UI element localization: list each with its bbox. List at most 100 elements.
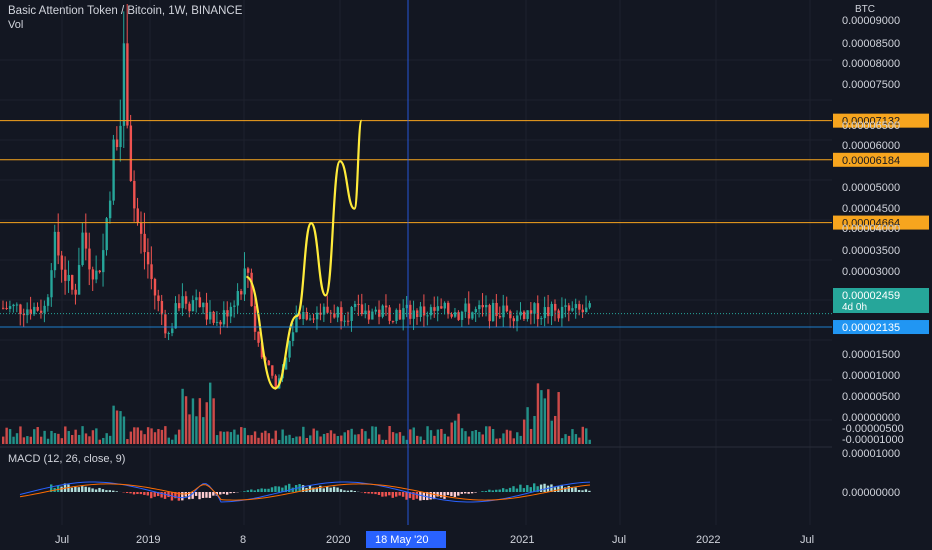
candle [177, 303, 181, 309]
volume-bar [88, 436, 91, 444]
candle [88, 248, 91, 270]
candle [440, 306, 443, 309]
volume-bar [205, 402, 208, 444]
candle [409, 304, 412, 319]
volume-bar [409, 429, 412, 444]
crosshair-price-tag [833, 320, 929, 335]
volume-bar [222, 431, 226, 444]
candle [505, 305, 509, 312]
candle [202, 302, 205, 308]
macd-histogram-bar [581, 490, 584, 492]
macd-histogram-bar [212, 492, 215, 496]
volume-bar [478, 431, 481, 444]
volume-bar [95, 428, 98, 444]
time-tick-label: 2021 [510, 534, 534, 546]
volume-bar [164, 426, 167, 444]
volume-bar [509, 430, 512, 444]
last-price-label: 0.00002459 [842, 290, 900, 302]
candle [326, 306, 329, 313]
price-tick-label: 0.00000500 [842, 391, 900, 403]
volume-bar [564, 434, 567, 444]
macd-histogram-bar [481, 491, 484, 492]
volume-bar [108, 435, 112, 444]
macd-histogram-bar [533, 483, 536, 492]
price-tick-label: 0.00000000 [842, 412, 900, 424]
volume-bar [150, 428, 153, 444]
macd-histogram-bar [84, 486, 87, 492]
volume-bar [357, 434, 360, 444]
macd-histogram-bar [301, 485, 305, 492]
volume-bar [443, 433, 446, 444]
macd-histogram-bar [429, 492, 432, 500]
macd-histogram-bar [191, 492, 194, 499]
candle [15, 304, 19, 306]
macd-histogram-bar [232, 492, 236, 493]
candle [564, 305, 567, 307]
price-tick-label: 0.00001000 [842, 370, 900, 382]
macd-histogram-bar [101, 489, 105, 492]
candle [495, 302, 498, 317]
volume-bar [312, 428, 315, 444]
price-tick-label: 0.00008000 [842, 58, 900, 70]
chart-title[interactable]: Basic Attention Token / Bitcoin, 1W, BIN… [8, 5, 243, 17]
volume-bar [181, 388, 184, 444]
macd-histogram-bar [343, 490, 346, 492]
macd-histogram-bar [491, 490, 494, 492]
volume-bar [485, 426, 488, 444]
macd-histogram-bar [194, 492, 198, 496]
volume-bar [274, 430, 277, 444]
candle [516, 315, 519, 322]
volume-bar [215, 435, 219, 444]
candle [302, 312, 305, 319]
candle [43, 305, 46, 313]
time-tick-label: 8 [240, 534, 246, 546]
candle [74, 289, 77, 295]
volume-bar [315, 430, 319, 444]
macd-histogram-bar [560, 484, 563, 492]
volume-bar [447, 436, 450, 444]
volume-bar [367, 438, 371, 444]
volume-bar [184, 396, 188, 444]
macd-label[interactable]: MACD (12, 26, close, 9) [8, 453, 126, 465]
time-axis[interactable]: Jul 2019 8 2020 2021 Jul 2022 Jul 18 May '20 [55, 531, 814, 548]
macd-histogram-bar [498, 489, 501, 492]
macd-histogram-bar [526, 485, 529, 492]
candle [215, 321, 219, 323]
time-tick-label: 2022 [696, 534, 720, 546]
projection-path [245, 119, 363, 390]
candle [98, 270, 101, 273]
candle [426, 315, 429, 317]
volume-bar [171, 439, 174, 444]
time-tick-label: Jul [612, 534, 626, 546]
macd-histogram-bar [508, 487, 512, 492]
volume-bar [177, 429, 181, 444]
macd-histogram-bar [115, 491, 118, 492]
macd-histogram-bar [446, 492, 450, 495]
volume-bar [167, 437, 170, 444]
volume-bar [257, 437, 260, 444]
candle [333, 313, 336, 318]
candle [64, 269, 67, 281]
horizontal-levels[interactable]: 0.00007132 0.00006184 0.00004664 [0, 113, 929, 230]
candle [319, 312, 322, 315]
candle [471, 312, 474, 319]
candle [526, 310, 529, 319]
macd-histogram-bar [177, 492, 181, 501]
candle [212, 311, 215, 323]
volume-label[interactable]: Vol [8, 19, 24, 31]
macd-histogram-bar [326, 486, 329, 492]
macd-histogram-bar [112, 490, 115, 492]
candle [467, 303, 471, 319]
volume-bar [567, 435, 571, 444]
candle [360, 304, 364, 315]
volume-bar [146, 427, 150, 444]
volume-pane [2, 382, 591, 444]
volume-bar [481, 434, 484, 444]
volume-bar [140, 430, 143, 444]
candle [150, 264, 153, 279]
volume-bar [5, 427, 8, 444]
volume-bar [340, 435, 343, 444]
